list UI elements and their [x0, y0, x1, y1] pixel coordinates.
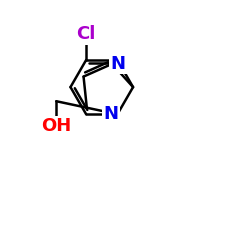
Text: OH: OH	[41, 117, 71, 135]
Text: N: N	[104, 105, 119, 123]
Text: N: N	[111, 55, 126, 73]
Text: Cl: Cl	[76, 25, 96, 43]
